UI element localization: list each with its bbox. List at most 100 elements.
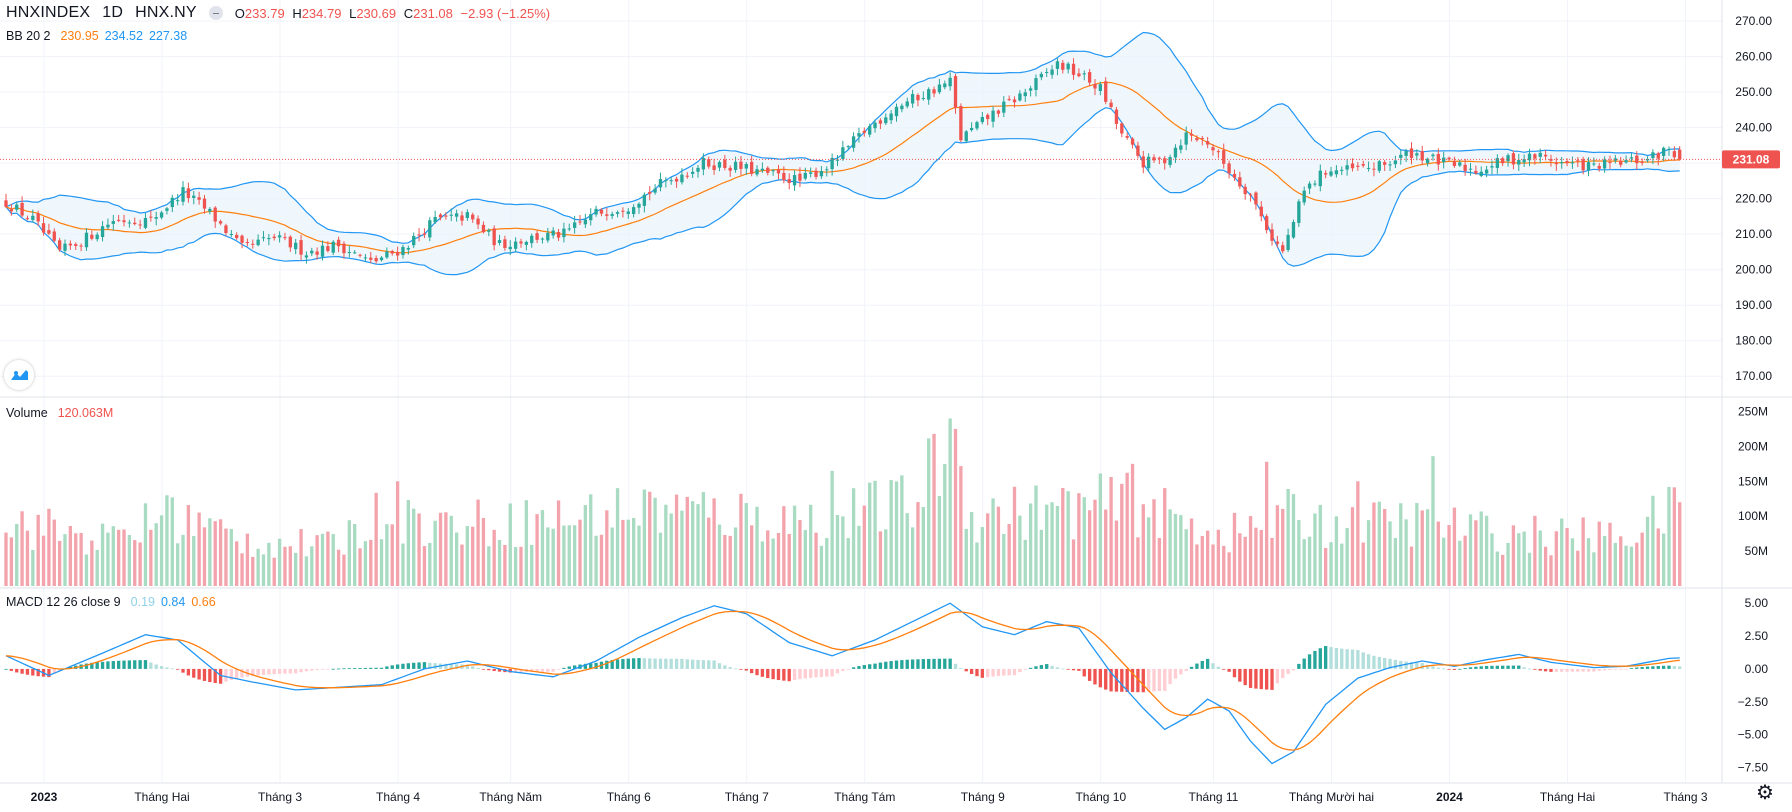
volume-bar[interactable] <box>1259 529 1263 586</box>
volume-bar[interactable] <box>208 518 212 586</box>
candle-body[interactable] <box>766 167 770 173</box>
candle-body[interactable] <box>385 251 389 258</box>
candle-body[interactable] <box>1211 147 1215 151</box>
volume-bar[interactable] <box>1291 494 1296 586</box>
volume-bar[interactable] <box>1629 546 1634 586</box>
candle-body[interactable] <box>1297 201 1301 223</box>
volume-bar[interactable] <box>744 503 748 586</box>
candle-body[interactable] <box>235 234 239 239</box>
candle-body[interactable] <box>369 257 373 260</box>
candle-body[interactable] <box>1506 155 1510 162</box>
candle-body[interactable] <box>996 110 1001 114</box>
volume-bar[interactable] <box>1361 542 1365 586</box>
candle-body[interactable] <box>481 224 486 233</box>
candle-body[interactable] <box>696 167 700 172</box>
volume-bar[interactable] <box>422 546 427 586</box>
candle-body[interactable] <box>771 170 775 172</box>
volume-bar[interactable] <box>540 510 545 586</box>
candle-body[interactable] <box>1656 153 1660 159</box>
volume-bar[interactable] <box>1495 551 1499 586</box>
volume-bar[interactable] <box>862 505 866 586</box>
candle-body[interactable] <box>1291 221 1296 238</box>
candle-body[interactable] <box>900 105 904 110</box>
candle-body[interactable] <box>465 212 470 219</box>
volume-bar[interactable] <box>1624 545 1628 586</box>
candle-body[interactable] <box>1576 160 1580 162</box>
candle-body[interactable] <box>723 159 727 168</box>
volume-bar[interactable] <box>1404 519 1408 586</box>
volume-bar[interactable] <box>84 554 89 586</box>
candle-body[interactable] <box>1661 147 1666 156</box>
candle-body[interactable] <box>1286 234 1290 250</box>
candle-body[interactable] <box>508 246 512 250</box>
volume-bar[interactable] <box>1463 535 1467 586</box>
volume-bar[interactable] <box>68 525 73 586</box>
candle-body[interactable] <box>1350 163 1355 169</box>
candle-body[interactable] <box>1570 162 1575 164</box>
candle-body[interactable] <box>1104 81 1108 102</box>
candle-body[interactable] <box>122 220 126 223</box>
volume-bar[interactable] <box>1608 522 1612 586</box>
candle-body[interactable] <box>213 207 217 222</box>
volume-bar[interactable] <box>304 556 309 586</box>
candle-body[interactable] <box>401 246 405 256</box>
volume-bar[interactable] <box>508 503 512 586</box>
candle-body[interactable] <box>1243 186 1247 195</box>
candle-body[interactable] <box>803 172 807 179</box>
volume-bar[interactable] <box>1436 521 1440 586</box>
candle-body[interactable] <box>621 210 625 212</box>
candle-body[interactable] <box>229 234 233 236</box>
candle-body[interactable] <box>1334 170 1339 175</box>
candle-body[interactable] <box>310 250 314 254</box>
candle-body[interactable] <box>74 244 78 246</box>
candle-body[interactable] <box>1635 155 1639 164</box>
candle-body[interactable] <box>782 172 786 181</box>
volume-bar[interactable] <box>1420 510 1424 586</box>
candle-body[interactable] <box>776 169 781 174</box>
candle-body[interactable] <box>15 204 19 210</box>
candle-body[interactable] <box>701 157 706 170</box>
candle-body[interactable] <box>1082 73 1086 75</box>
volume-bar[interactable] <box>728 535 732 586</box>
volume-bar[interactable] <box>776 533 781 586</box>
volume-bar[interactable] <box>1586 538 1591 586</box>
volume-bar[interactable] <box>1533 515 1537 586</box>
candle-body[interactable] <box>835 159 840 161</box>
candle-body[interactable] <box>460 215 464 221</box>
volume-bar[interactable] <box>476 499 480 586</box>
candle-body[interactable] <box>921 97 925 99</box>
candle-body[interactable] <box>1458 162 1462 166</box>
candle-body[interactable] <box>937 84 942 93</box>
volume-bar[interactable] <box>1168 509 1172 586</box>
candle-body[interactable] <box>1045 72 1049 74</box>
volume-bar[interactable] <box>1061 487 1065 586</box>
candle-body[interactable] <box>1586 162 1591 171</box>
candle-body[interactable] <box>599 209 604 214</box>
volume-bar[interactable] <box>336 549 341 586</box>
candle-body[interactable] <box>1055 61 1060 69</box>
candle-body[interactable] <box>186 188 191 199</box>
volume-bar[interactable] <box>1458 540 1462 586</box>
candle-body[interactable] <box>1436 153 1440 165</box>
candle-body[interactable] <box>288 236 292 248</box>
candle-body[interactable] <box>149 216 153 218</box>
volume-bar[interactable] <box>589 494 593 586</box>
candle-body[interactable] <box>1238 177 1242 187</box>
candle-body[interactable] <box>1565 161 1569 164</box>
volume-bar[interactable] <box>74 533 78 586</box>
candle-body[interactable] <box>755 169 759 175</box>
gear-icon[interactable]: ⚙ <box>1756 782 1774 804</box>
volume-bar[interactable] <box>138 542 142 586</box>
volume-bar[interactable] <box>481 518 486 586</box>
volume-bar[interactable] <box>1189 518 1194 586</box>
candle-body[interactable] <box>170 197 174 208</box>
volume-bar[interactable] <box>1087 510 1092 586</box>
volume-bar[interactable] <box>1576 550 1580 586</box>
candle-body[interactable] <box>503 239 507 249</box>
candle-body[interactable] <box>910 94 915 104</box>
candle-body[interactable] <box>1173 147 1178 158</box>
volume-bar[interactable] <box>353 523 357 586</box>
candle-body[interactable] <box>916 94 920 101</box>
volume-bar[interactable] <box>857 525 861 586</box>
candle-body[interactable] <box>1034 78 1038 90</box>
